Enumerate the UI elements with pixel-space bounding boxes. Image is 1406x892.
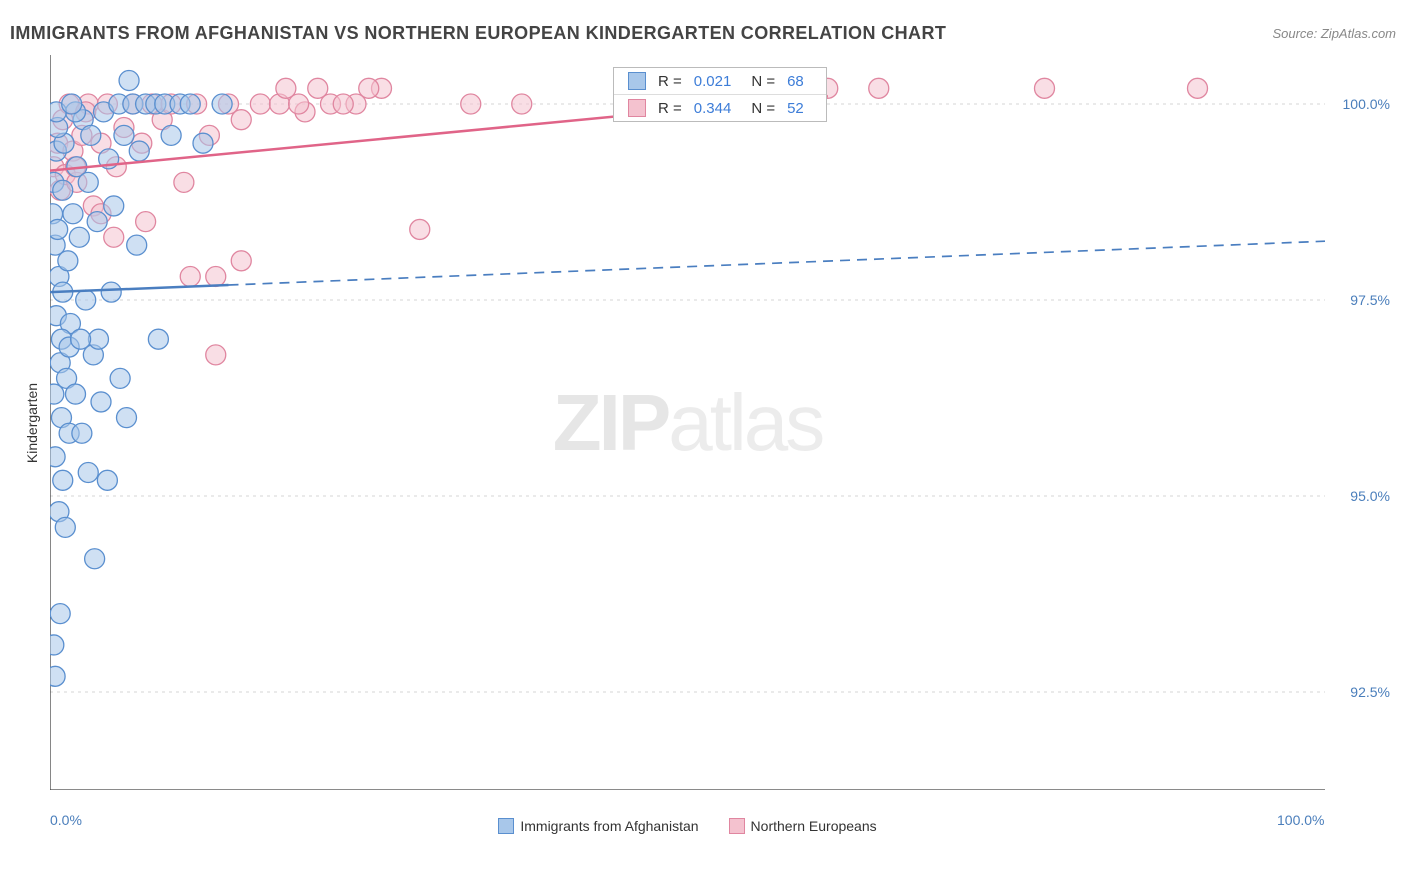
stats-row-neuro: R = 0.344 N = 52 bbox=[614, 95, 826, 121]
swatch-afghan bbox=[498, 818, 514, 834]
stat-r-label: R = bbox=[658, 73, 682, 90]
legend-label-neuro: Northern Europeans bbox=[751, 818, 877, 834]
stat-r-neuro: 0.344 bbox=[694, 100, 732, 117]
bottom-legend: Immigrants from Afghanistan Northern Eur… bbox=[50, 818, 1325, 834]
swatch-neuro bbox=[628, 99, 646, 117]
y-tick-label: 97.5% bbox=[1350, 292, 1390, 308]
stats-row-afghan: R = 0.021 N = 68 bbox=[614, 68, 826, 95]
swatch-afghan bbox=[628, 72, 646, 90]
scatter-plot: Kindergarten ZIPatlas R = 0.021 N = 68 R… bbox=[50, 55, 1325, 790]
legend-item-neuro: Northern Europeans bbox=[729, 818, 877, 834]
correlation-stats-box: R = 0.021 N = 68 R = 0.344 N = 52 bbox=[613, 67, 827, 122]
y-tick-label: 95.0% bbox=[1350, 488, 1390, 504]
chart-title: IMMIGRANTS FROM AFGHANISTAN VS NORTHERN … bbox=[10, 23, 946, 44]
y-axis-label: Kindergarten bbox=[24, 382, 40, 462]
y-tick-label: 92.5% bbox=[1350, 684, 1390, 700]
swatch-neuro bbox=[729, 818, 745, 834]
stat-n-afghan: 68 bbox=[787, 73, 804, 90]
title-bar: IMMIGRANTS FROM AFGHANISTAN VS NORTHERN … bbox=[10, 18, 1396, 48]
stat-n-label: N = bbox=[751, 100, 775, 117]
stat-r-afghan: 0.021 bbox=[694, 73, 732, 90]
legend-label-afghan: Immigrants from Afghanistan bbox=[520, 818, 698, 834]
stat-r-label: R = bbox=[658, 100, 682, 117]
stat-n-label: N = bbox=[751, 73, 775, 90]
source-credit: Source: ZipAtlas.com bbox=[1272, 26, 1396, 41]
stat-n-neuro: 52 bbox=[787, 100, 804, 117]
legend-item-afghan: Immigrants from Afghanistan bbox=[498, 818, 698, 834]
plot-svg bbox=[50, 55, 1325, 790]
y-tick-label: 100.0% bbox=[1343, 96, 1390, 112]
